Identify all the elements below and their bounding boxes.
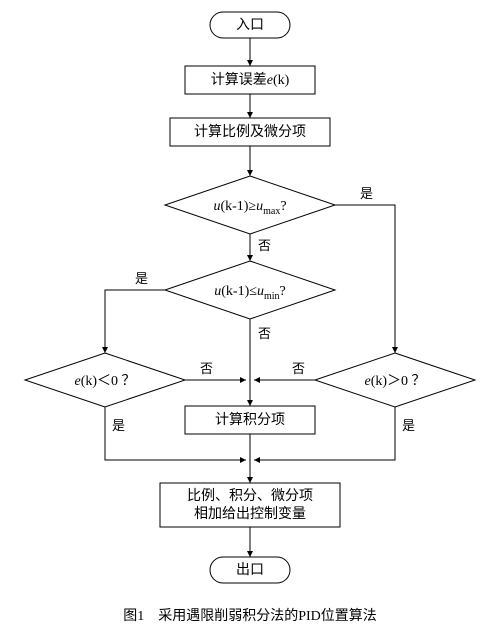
epos-no-label: 否 <box>292 361 305 376</box>
node-exit: 出口 <box>210 557 290 583</box>
sum-line1: 比例、积分、微分项 <box>187 488 313 504</box>
node-decision-epos: e(k)＞0 ？ <box>315 353 475 407</box>
exit-label: 出口 <box>236 562 264 578</box>
umax-yes-label: 是 <box>360 186 373 201</box>
calc-pd-label: 计算比例及微分项 <box>194 124 306 140</box>
node-sum-output: 比例、积分、微分项 相加给出控制变量 <box>160 483 340 527</box>
entry-label: 入口 <box>236 18 264 33</box>
node-calc-error: 计算误差e(k) <box>185 66 315 94</box>
node-decision-umax: u(k-1)≥umax? <box>165 176 335 234</box>
figure-caption: 图1 采用遇限削弱积分法的PID位置算法 <box>123 608 377 624</box>
umin-no-label: 否 <box>258 326 271 341</box>
sum-line2: 相加给出控制变量 <box>194 506 306 522</box>
calc-i-label: 计算积分项 <box>215 412 285 428</box>
eneg-yes-label: 是 <box>112 418 125 433</box>
node-calc-pd: 计算比例及微分项 <box>170 118 330 146</box>
calc-e-label: 计算误差e(k) <box>211 72 290 88</box>
epos-yes-label: 是 <box>402 418 415 433</box>
node-decision-umin: u(k-1)≤umin? <box>165 261 335 319</box>
edge-umax-yes <box>335 205 395 353</box>
node-calc-integral: 计算积分项 <box>185 406 315 434</box>
edge-umin-yes <box>105 290 165 353</box>
eneg-label: e(k)＜0 ？ <box>74 374 135 389</box>
node-entry: 入口 <box>210 12 290 38</box>
epos-label: e(k)＞0 ？ <box>364 374 425 389</box>
umax-no-label: 否 <box>258 238 271 253</box>
umin-yes-label: 是 <box>135 271 148 286</box>
eneg-no-label: 否 <box>200 361 213 376</box>
node-decision-eneg: e(k)＜0 ？ <box>25 353 185 407</box>
